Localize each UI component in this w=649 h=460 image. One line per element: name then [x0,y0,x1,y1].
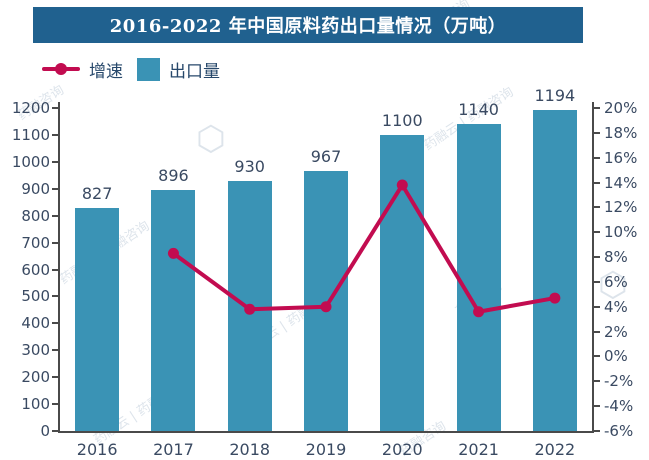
y-axis-right-tick-label: 6% [604,272,628,291]
y-axis-left-tick-label: 900 [21,179,50,198]
y-axis-right-tick [594,231,600,234]
y-axis-right-tick-label: 10% [604,223,638,242]
x-axis-label: 2018 [229,440,271,459]
x-axis-label: 2021 [458,440,499,459]
y-axis-left-tick-label: 1200 [11,99,50,117]
y-axis-right-tick-label: 18% [604,123,638,142]
y-axis-right-tick-label: -6% [604,422,634,440]
y-axis-right-tick-label: 16% [604,148,638,167]
bar [532,109,577,431]
y-axis-right-tick-label: 0% [604,347,628,366]
y-axis-left-tick [52,133,58,136]
legend-item-growth: 增速 [42,57,123,82]
x-axis-label: 2016 [76,440,118,459]
legend: 增速 出口量 [42,55,220,83]
y-axis-right-tick [594,380,600,383]
export-swatch-icon [137,57,160,81]
y-axis-left-tick [52,349,58,352]
bar-value-label: 930 [234,156,265,176]
y-axis-left-tick-label: 700 [21,233,50,252]
y-axis-left-tick-label: 100 [21,395,50,414]
y-axis-left-tick-label: 200 [21,368,50,387]
y-axis-right-tick [594,131,600,134]
y-axis-left-tick-label: 0 [40,422,50,440]
chart-title-banner: 2016-2022 年中国原料药出口量情况（万吨） [33,7,583,43]
bar-value-label: 1140 [458,100,499,120]
x-axis-label: 2017 [153,440,194,459]
y-axis-right-tick [594,181,600,184]
y-axis-right-tick [594,355,600,358]
legend-growth-label: 增速 [89,61,123,82]
y-axis-right-tick-label: 8% [604,248,628,267]
y-axis-left-tick [52,241,58,244]
y-axis-left-tick [52,268,58,271]
y-axis-right-tick [594,107,600,109]
y-axis-right-tick-label: 20% [604,99,638,117]
y-axis-left-line [58,102,60,431]
legend-export-label: 出口量 [169,61,220,82]
y-axis-right-tick-label: -4% [604,397,634,416]
x-axis-label: 2020 [381,440,423,459]
brand-logo-watermark: ⬡ [196,119,226,159]
bar [456,124,501,431]
y-axis-left-tick [52,430,58,432]
y-axis-right-tick-label: 2% [604,322,628,341]
y-axis-right-tick-label: -2% [604,372,634,391]
y-axis-right-tick [594,330,600,333]
bar-value-label: 827 [81,184,113,204]
x-axis-label: 2022 [534,440,576,459]
y-axis-left-tick-label: 400 [21,314,50,333]
y-axis-left-tick-label: 800 [21,206,50,225]
y-axis-right-tick-label: 14% [604,173,638,192]
y-axis-right-tick [594,280,600,283]
chart-title: 2016-2022 年中国原料药出口量情况（万吨） [109,16,507,37]
y-axis-right-tick-label: 4% [604,297,628,316]
bar [75,208,120,431]
bar-value-label: 1100 [381,110,423,130]
bar [380,134,425,431]
y-axis-right-tick [594,206,600,209]
y-axis-left-tick [52,403,58,406]
y-axis-left-tick-label: 600 [21,260,50,279]
y-axis-right-tick [594,256,600,259]
y-axis-right-tick-label: 12% [604,198,638,217]
y-axis-right-tick [594,405,600,408]
y-axis-left-tick [52,107,58,109]
y-axis-left-tick-label: 1100 [11,125,50,144]
y-axis-left-tick-label: 1000 [11,152,50,171]
bar-value-label: 967 [310,146,342,166]
y-axis-right-tick [594,430,600,432]
x-axis-label: 2019 [305,440,347,459]
legend-item-export: 出口量 [137,57,220,82]
y-axis-left-tick [52,160,58,163]
y-axis-right-tick [594,305,600,308]
y-axis-left-tick [52,322,58,325]
y-axis-left-tick-label: 500 [21,287,50,306]
bar-value-label: 1194 [534,85,576,105]
y-axis-right-line [592,102,594,431]
y-axis-right-tick [594,156,600,159]
bar [227,180,272,431]
x-axis-line [58,431,594,433]
y-axis-left-tick-label: 300 [21,341,50,360]
y-axis-left-tick [52,214,58,217]
bar [151,189,196,431]
bar-value-label: 896 [158,165,189,185]
y-axis-left-tick [52,376,58,379]
growth-line-marker-icon [42,63,80,75]
y-axis-left-tick [52,187,58,190]
bar [304,170,348,431]
y-axis-left-tick [52,295,58,298]
